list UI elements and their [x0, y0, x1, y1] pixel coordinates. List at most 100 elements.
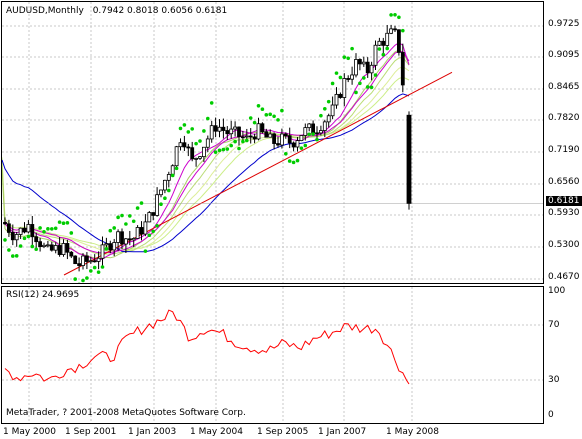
candle-body — [57, 245, 62, 255]
candle — [291, 141, 296, 152]
candle — [396, 29, 401, 56]
candle-body — [338, 93, 343, 98]
rsi-panel[interactable]: RSI(12) 24.9695 MetaTrader, ? 2001-2008 … — [1, 286, 544, 424]
candle-body — [291, 142, 296, 148]
candle-body — [279, 133, 284, 146]
candle-body — [233, 126, 238, 130]
candle — [18, 227, 23, 239]
sar-dot — [131, 219, 136, 224]
sar-dot — [14, 254, 19, 258]
candle-body — [178, 142, 183, 148]
price-chart-canvas[interactable] — [2, 2, 543, 283]
time-tick-label: 1 May 2008 — [386, 427, 439, 437]
sar-dot — [245, 138, 249, 143]
candle-body — [120, 231, 124, 245]
sar-dot — [18, 244, 23, 248]
candle — [303, 123, 308, 141]
candle-body — [303, 127, 308, 136]
rsi-chart-canvas[interactable] — [2, 287, 543, 423]
sar-dot — [217, 148, 222, 153]
candle-body — [287, 135, 292, 144]
candle — [357, 58, 362, 71]
candle-body — [361, 61, 366, 65]
candle — [127, 230, 132, 246]
price-tick-label: 0.8465 — [548, 82, 580, 92]
sar-dot — [174, 166, 179, 171]
candle-body — [18, 227, 23, 235]
sar-dot — [311, 132, 315, 136]
candle — [88, 256, 93, 264]
price-chart-panel[interactable]: AUDUSD,Monthly 0.7942 0.8018 0.6056 0.61… — [1, 1, 544, 284]
candle — [100, 236, 105, 266]
candle-body — [244, 135, 249, 138]
ma-line-blue — [2, 93, 410, 253]
candle — [406, 111, 412, 210]
sar-dot — [163, 196, 167, 201]
candle-body — [127, 238, 132, 241]
sar-dot — [69, 231, 74, 235]
sar-dot — [7, 248, 11, 252]
ohlc-values: 0.7942 0.8018 0.6056 0.6181 — [92, 6, 228, 16]
candle — [46, 240, 50, 248]
candle — [264, 128, 269, 138]
candle-body — [26, 224, 31, 233]
sar-dot — [116, 215, 120, 220]
sar-dot — [124, 222, 128, 226]
candle-body — [322, 121, 327, 131]
sar-dot — [61, 221, 66, 225]
price-tick-label: 0.7820 — [548, 113, 580, 123]
candle-body — [213, 125, 218, 132]
sar-dot — [34, 247, 38, 252]
sar-dot — [303, 143, 308, 148]
candle — [139, 221, 144, 241]
candle — [311, 120, 316, 134]
rsi-tick-label: 30 — [548, 375, 560, 385]
candle-body — [61, 243, 66, 255]
candle — [10, 224, 15, 246]
candle — [190, 141, 195, 162]
candle — [217, 119, 222, 138]
candle-body — [42, 244, 46, 247]
candle — [361, 56, 366, 67]
candle — [85, 252, 89, 270]
sar-dot — [206, 116, 210, 121]
candle-body — [147, 212, 152, 223]
candle-body — [272, 133, 277, 144]
candle-body — [162, 179, 167, 191]
candle-body — [240, 136, 245, 139]
sar-dot — [272, 114, 276, 119]
candle-body — [283, 133, 288, 137]
candle — [159, 189, 163, 198]
candle-body — [166, 174, 171, 181]
candle — [225, 126, 230, 141]
candle-body — [377, 40, 382, 46]
sar-dot — [373, 73, 378, 77]
candle-body — [393, 28, 397, 31]
ma-line-magenta-fast — [4, 42, 410, 261]
candle — [112, 238, 117, 257]
candle-body — [400, 52, 405, 86]
sar-dot — [89, 269, 93, 273]
candle — [346, 75, 351, 83]
sar-dot — [11, 254, 15, 258]
candle — [213, 117, 218, 138]
sar-dot — [276, 118, 280, 122]
candle-body — [14, 234, 19, 241]
sar-dot — [143, 249, 148, 253]
price-tick-label: 0.9095 — [548, 50, 580, 60]
sar-dot — [112, 226, 116, 230]
candle — [381, 37, 386, 54]
time-tick-label: 1 Sep 2005 — [257, 427, 309, 437]
ma-line-fan-1 — [2, 76, 410, 250]
sar-dot — [299, 146, 304, 150]
candle — [182, 135, 187, 152]
candle — [240, 130, 245, 141]
candle-body — [34, 236, 39, 243]
candle-body — [85, 255, 89, 262]
ma-line-fan-2 — [2, 65, 410, 253]
candle — [276, 136, 280, 148]
sar-dot — [233, 139, 237, 144]
candle-body — [131, 238, 136, 241]
candle — [170, 164, 175, 175]
candle-body — [186, 146, 191, 149]
